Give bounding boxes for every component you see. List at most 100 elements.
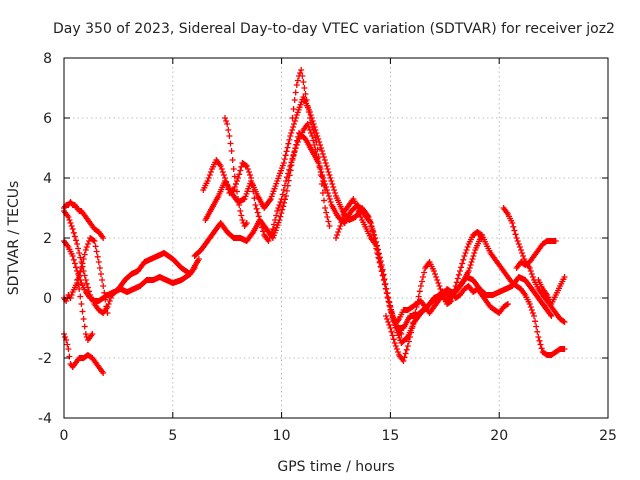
data-point xyxy=(89,336,91,338)
chart-title: Day 350 of 2023, Sidereal Day-to-day VTE… xyxy=(53,21,615,37)
data-point xyxy=(224,177,226,179)
data-point xyxy=(476,231,479,233)
data-point xyxy=(124,279,126,281)
data-point xyxy=(339,225,342,227)
data-point xyxy=(315,153,318,155)
data-point xyxy=(71,366,74,368)
data-point xyxy=(139,285,141,287)
data-point xyxy=(241,162,244,164)
data-point xyxy=(204,219,207,221)
data-point xyxy=(78,288,81,290)
data-point xyxy=(546,294,548,296)
data-point xyxy=(441,294,444,296)
y-tick-label: 2 xyxy=(43,231,52,247)
data-point xyxy=(437,282,440,284)
data-point xyxy=(265,228,268,230)
data-point xyxy=(80,210,83,212)
data-point xyxy=(298,75,300,77)
data-point xyxy=(554,351,557,353)
data-point xyxy=(485,294,487,296)
data-point xyxy=(250,177,252,179)
data-point xyxy=(515,237,518,239)
data-point xyxy=(550,354,553,356)
data-point xyxy=(180,279,183,281)
data-point xyxy=(245,165,248,167)
data-point xyxy=(415,303,418,305)
data-point xyxy=(80,303,83,305)
data-point xyxy=(328,225,331,227)
data-point xyxy=(93,240,96,242)
data-point xyxy=(87,354,89,356)
y-tick-label: -2 xyxy=(38,351,52,367)
data-point xyxy=(541,288,544,290)
data-point xyxy=(467,243,470,245)
data-point xyxy=(546,240,548,242)
data-point xyxy=(537,249,540,251)
data-point xyxy=(502,207,505,209)
data-point xyxy=(537,336,540,338)
data-point xyxy=(396,327,398,329)
data-point xyxy=(69,201,72,203)
data-point xyxy=(380,264,383,266)
data-point xyxy=(520,249,522,251)
series-track-9 xyxy=(200,121,329,244)
data-point xyxy=(480,234,483,236)
data-point xyxy=(252,231,255,233)
data-point xyxy=(502,306,505,308)
x-tick-label: 25 xyxy=(599,428,617,444)
data-point xyxy=(71,204,74,206)
data-point xyxy=(237,177,239,179)
data-point xyxy=(374,237,376,239)
data-point xyxy=(211,168,213,170)
data-point xyxy=(254,204,257,206)
data-point xyxy=(348,219,350,221)
data-point xyxy=(152,279,155,281)
data-point xyxy=(293,99,296,101)
data-point xyxy=(459,294,461,296)
data-point xyxy=(324,189,326,191)
data-point xyxy=(172,282,174,284)
data-point xyxy=(304,138,307,140)
data-point xyxy=(206,180,209,182)
data-point xyxy=(291,117,294,119)
data-point xyxy=(402,360,405,362)
data-point xyxy=(313,132,316,134)
data-point xyxy=(528,267,531,269)
data-point xyxy=(450,291,453,293)
data-point xyxy=(520,261,522,263)
data-point xyxy=(531,288,533,290)
data-point xyxy=(485,243,487,245)
x-tick-label: 15 xyxy=(381,428,399,444)
data-point xyxy=(91,357,94,359)
data-point xyxy=(311,135,313,137)
data-point xyxy=(245,222,248,224)
data-point xyxy=(528,261,531,263)
data-point xyxy=(165,279,168,281)
data-point xyxy=(389,327,392,329)
data-point xyxy=(411,306,413,308)
data-point xyxy=(348,204,350,206)
data-point xyxy=(507,276,509,278)
data-point xyxy=(67,246,70,248)
series-track-11 xyxy=(289,67,333,229)
data-point xyxy=(319,174,322,176)
data-point xyxy=(76,207,78,209)
data-point xyxy=(502,270,505,272)
data-point xyxy=(89,297,91,299)
data-point xyxy=(411,327,413,329)
data-points xyxy=(61,67,568,376)
data-point xyxy=(433,270,435,272)
data-point xyxy=(119,288,122,290)
data-point xyxy=(328,174,331,176)
series-track-14 xyxy=(391,283,511,328)
data-point xyxy=(407,345,409,347)
data-point xyxy=(106,294,109,296)
data-point xyxy=(559,348,561,350)
data-point xyxy=(467,285,470,287)
data-point xyxy=(259,219,261,221)
data-point xyxy=(232,189,235,191)
data-point xyxy=(95,363,98,365)
data-point xyxy=(350,210,353,212)
data-point xyxy=(383,279,385,281)
data-point xyxy=(74,204,76,206)
